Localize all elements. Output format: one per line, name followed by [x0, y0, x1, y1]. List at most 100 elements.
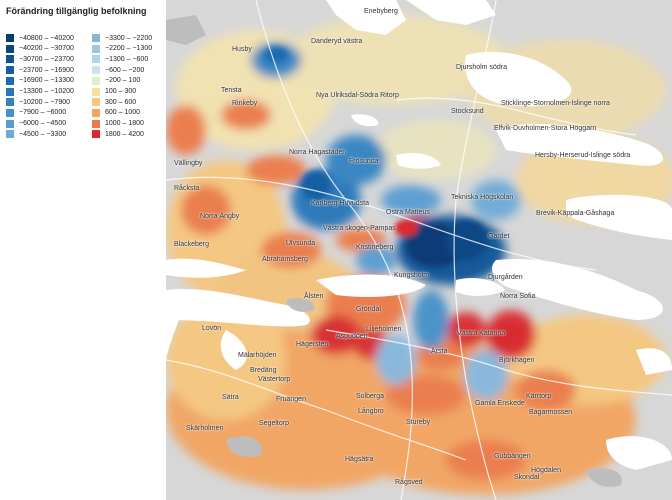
legend-swatch [6, 44, 14, 53]
map-canvas [166, 0, 672, 500]
place-label: Kärrtorp [526, 393, 552, 400]
place-label: Hägersten [296, 341, 329, 348]
legend-item: −23700 – −16900 [6, 65, 74, 75]
place-label: Rågsved [395, 479, 423, 486]
legend-item: −13300 – −10200 [6, 87, 74, 97]
place-label: Sticklinge-Stornolmen-Islinge norra [501, 100, 610, 107]
legend-item: −200 – 100 [92, 76, 140, 86]
place-label: Elfvik-Duvholmen-Stora Höggarn [494, 125, 597, 132]
legend-label: −40200 – −30700 [19, 45, 74, 53]
legend-item: 1800 – 4200 [92, 129, 144, 139]
legend-item: −40800 – −40200 [6, 33, 74, 43]
place-label: Brevik-Käppala-Gåshaga [536, 210, 615, 217]
legend-label: −23700 – −16900 [19, 66, 74, 74]
place-label: Fruängen [276, 396, 306, 403]
place-label: Solberga [356, 393, 385, 400]
place-label: Råcksta [174, 185, 200, 192]
place-label: Blackeberg [174, 241, 210, 248]
legend-label: −200 – 100 [105, 77, 141, 85]
place-label: Skondal [514, 474, 540, 481]
place-label: Långbro [358, 408, 384, 415]
place-label: Hägsätra [345, 456, 374, 463]
legend-title: Förändring tillgänglig befolkning [6, 6, 147, 16]
place-label: Västertorp [258, 376, 291, 383]
place-label: Högdalen [531, 467, 561, 474]
legend-item: −600 – −200 [92, 65, 144, 75]
legend-swatch [92, 66, 100, 75]
legend-label: −7900 – −6000 [19, 109, 67, 117]
legend-label: 300 – 600 [105, 98, 137, 106]
place-label: Djurgården [488, 274, 523, 281]
place-label: Nya Ulriksdal-Södra Ritorp [316, 92, 399, 99]
legend-item: −16900 – −13300 [6, 76, 74, 86]
place-label: Sätra [222, 394, 239, 401]
place-label: Segeltorp [259, 420, 289, 427]
legend-label: 600 – 1000 [105, 109, 141, 117]
legend-label: 1800 – 4200 [105, 130, 144, 138]
place-label: Kungsholm [394, 272, 430, 279]
legend-swatch [6, 87, 14, 96]
legend-label: −600 – −200 [105, 66, 145, 74]
place-label: Tensta [221, 87, 242, 94]
place-label: Karlberg Huvudsta [311, 200, 369, 207]
place-label: Liljeholmen [366, 326, 402, 333]
legend-item: −4500 – −3300 [6, 129, 66, 139]
legend-item: −7900 – −6000 [6, 108, 66, 118]
place-label: Norra Hagastaden [289, 149, 347, 156]
legend-label: −30700 – −23700 [19, 55, 74, 63]
legend-swatch [92, 44, 100, 53]
place-label: Bagarmossen [529, 409, 573, 416]
place-label: Ulvsunda [286, 240, 316, 247]
place-label: Lovön [202, 325, 222, 332]
place-label: Djursholm södra [456, 64, 507, 71]
place-label: Tekniska Högskolan [451, 194, 514, 201]
place-label: Gamla Enskede [475, 400, 525, 407]
place-label: Gröndal [356, 306, 381, 313]
legend-label: −3300 – −2200 [105, 34, 153, 42]
map[interactable]: Enebyberg Husby Danderyd västra Djursholm s… [166, 0, 672, 500]
legend-item: −6000 – −4500 [6, 119, 66, 129]
place-label: Stureby [406, 419, 431, 426]
legend-swatch [92, 98, 100, 107]
place-label: Aspudden [336, 333, 368, 340]
legend-item: 600 – 1000 [92, 108, 140, 118]
place-label: Gärdet [488, 233, 510, 240]
legend-swatch [92, 34, 100, 42]
place-label: Vällingby [174, 160, 203, 167]
legend: Förändring tillgänglig befolkning −40800… [0, 0, 166, 500]
legend-swatch [6, 108, 14, 117]
legend-swatch [92, 130, 100, 139]
legend-item: 100 – 300 [92, 87, 136, 97]
legend-swatch [6, 34, 14, 42]
legend-label: −1300 – −600 [105, 55, 149, 63]
legend-swatch [6, 130, 14, 139]
place-label: Frösunda [349, 158, 379, 165]
legend-label: −2200 – −1300 [105, 45, 153, 53]
legend-label: −13300 – −10200 [19, 88, 74, 95]
place-label: Västra skogen-Pampas [323, 225, 396, 232]
water [166, 0, 672, 470]
place-label: Norra Sofia [500, 293, 536, 300]
place-label: Årsta [431, 348, 448, 355]
legend-swatch [6, 66, 14, 75]
place-label: Rinkeby [232, 100, 258, 107]
legend-label: 100 – 300 [105, 88, 137, 95]
legend-label: −4500 – −3300 [19, 130, 67, 138]
legend-item: −1300 – −600 [92, 54, 148, 64]
place-label: Skärholmen [186, 425, 224, 432]
legend-swatch [92, 108, 100, 117]
place-label: Västra Katarina [457, 330, 506, 337]
legend-item: −3300 – −2200 [92, 33, 152, 43]
legend-item: −40200 – −30700 [6, 44, 74, 54]
legend-item: −30700 – −23700 [6, 54, 74, 64]
legend-swatch [92, 55, 100, 64]
legend-item: 1000 – 1800 [92, 119, 144, 129]
place-label: Björkhagen [499, 357, 535, 364]
place-label: Bredäng [250, 367, 277, 374]
legend-label: −6000 – −4500 [19, 120, 67, 128]
place-label: Norra Ängby [200, 213, 240, 220]
legend-label: −10200 – −7900 [19, 98, 70, 106]
place-label: Gubbängen [494, 453, 531, 460]
roads [166, 0, 672, 500]
